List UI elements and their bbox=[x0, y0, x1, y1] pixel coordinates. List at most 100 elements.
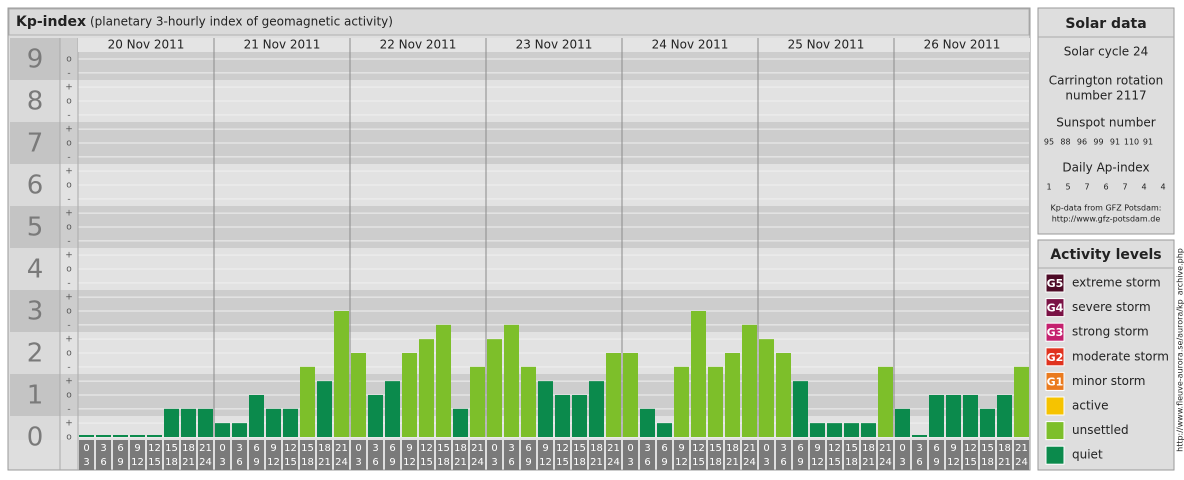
hour-label: 15 bbox=[964, 457, 977, 468]
hour-label: 3 bbox=[100, 443, 106, 454]
ap-index: 4 bbox=[1141, 183, 1146, 192]
minor-tick-label: + bbox=[65, 377, 73, 387]
hour-box bbox=[640, 440, 655, 470]
tick-cell bbox=[10, 290, 60, 332]
hour-label: 24 bbox=[335, 457, 348, 468]
side-url: http://www.fleuve-aurora.se/aurora/kp_ar… bbox=[1176, 248, 1184, 452]
hour-label: 24 bbox=[879, 457, 892, 468]
solar-title: Solar data bbox=[1065, 16, 1146, 32]
hour-label: 15 bbox=[301, 443, 314, 454]
tick-cell bbox=[10, 332, 60, 374]
bar bbox=[606, 353, 621, 437]
bar bbox=[657, 423, 672, 437]
hour-label: 12 bbox=[556, 443, 569, 454]
hour-label: 6 bbox=[236, 457, 242, 468]
hour-box bbox=[334, 440, 349, 470]
bar bbox=[96, 435, 111, 437]
hour-box bbox=[300, 440, 315, 470]
hour-label: 15 bbox=[573, 443, 586, 454]
hour-box bbox=[708, 440, 723, 470]
hour-label: 6 bbox=[525, 443, 531, 454]
minor-tick-label: o bbox=[66, 181, 72, 191]
tick-cell bbox=[10, 38, 60, 80]
bar bbox=[334, 311, 349, 437]
hour-label: 15 bbox=[556, 457, 569, 468]
hour-label: 0 bbox=[763, 443, 769, 454]
minor-tick-label: o bbox=[66, 97, 72, 107]
hour-box bbox=[793, 440, 808, 470]
bar bbox=[300, 366, 315, 437]
bar bbox=[793, 381, 808, 437]
hour-box bbox=[691, 440, 706, 470]
hour-label: 12 bbox=[964, 443, 977, 454]
sunspot-number: 110 bbox=[1124, 138, 1139, 147]
hour-label: 3 bbox=[508, 443, 514, 454]
hour-box bbox=[453, 440, 468, 470]
hour-box bbox=[164, 440, 179, 470]
hour-box bbox=[368, 440, 383, 470]
hour-label: 24 bbox=[1015, 457, 1028, 468]
hour-label: 18 bbox=[981, 457, 994, 468]
source-url: http://www.gfz-potsdam.de bbox=[1052, 215, 1161, 224]
hour-label: 0 bbox=[899, 443, 905, 454]
hour-label: 9 bbox=[542, 443, 548, 454]
hour-label: 18 bbox=[437, 457, 450, 468]
day-label: 20 Nov 2011 bbox=[108, 38, 185, 52]
hour-label: 18 bbox=[318, 443, 331, 454]
level-code: G1 bbox=[1047, 375, 1064, 388]
bar bbox=[691, 311, 706, 437]
bar bbox=[640, 408, 655, 437]
hour-box bbox=[895, 440, 910, 470]
hour-label: 18 bbox=[862, 443, 875, 454]
hour-label: 24 bbox=[199, 457, 212, 468]
hour-label: 21 bbox=[454, 457, 467, 468]
ap-index: 5 bbox=[1065, 183, 1070, 192]
hour-box bbox=[861, 440, 876, 470]
sunspot-title: Sunspot number bbox=[1056, 116, 1155, 130]
tick-cell bbox=[10, 164, 60, 206]
y-tick-label: 1 bbox=[27, 381, 44, 411]
y-tick-label: 9 bbox=[27, 45, 44, 75]
hour-box bbox=[487, 440, 502, 470]
hour-label: 3 bbox=[916, 443, 922, 454]
hour-box bbox=[419, 440, 434, 470]
y-tick-label: 6 bbox=[27, 171, 44, 201]
hour-label: 15 bbox=[420, 457, 433, 468]
hour-label: 9 bbox=[389, 457, 395, 468]
hour-label: 21 bbox=[590, 457, 603, 468]
minor-tick-label: + bbox=[65, 335, 73, 345]
hour-label: 6 bbox=[797, 443, 803, 454]
hour-label: 12 bbox=[403, 457, 416, 468]
hour-box bbox=[470, 440, 485, 470]
level-swatch bbox=[1045, 445, 1065, 465]
hour-label: 21 bbox=[879, 443, 892, 454]
ap-title: Daily Ap-index bbox=[1062, 161, 1149, 175]
carrington: number 2117 bbox=[1065, 89, 1146, 103]
hour-label: 21 bbox=[862, 457, 875, 468]
tick-cell bbox=[10, 206, 60, 248]
sunspot-number: 88 bbox=[1060, 138, 1070, 147]
sunspot-number: 96 bbox=[1077, 138, 1087, 147]
hour-box bbox=[266, 440, 281, 470]
hour-box bbox=[198, 440, 213, 470]
hour-label: 9 bbox=[797, 457, 803, 468]
sunspot-number: 99 bbox=[1093, 138, 1103, 147]
minor-tick-label: - bbox=[67, 110, 70, 120]
hour-label: 12 bbox=[692, 443, 705, 454]
level-name: severe storm bbox=[1072, 300, 1151, 314]
bar bbox=[674, 366, 689, 437]
hour-box bbox=[79, 440, 94, 470]
minor-tick-label: + bbox=[65, 209, 73, 219]
hour-label: 6 bbox=[389, 443, 395, 454]
hour-box bbox=[963, 440, 978, 470]
minor-tick-label: + bbox=[65, 125, 73, 135]
bar bbox=[283, 408, 298, 437]
hour-label: 12 bbox=[947, 457, 960, 468]
day-label: 24 Nov 2011 bbox=[652, 38, 729, 52]
bar bbox=[589, 381, 604, 437]
y-tick-label: 5 bbox=[27, 213, 44, 243]
bar bbox=[827, 423, 842, 437]
hour-label: 3 bbox=[780, 443, 786, 454]
level-swatch bbox=[1045, 273, 1065, 293]
